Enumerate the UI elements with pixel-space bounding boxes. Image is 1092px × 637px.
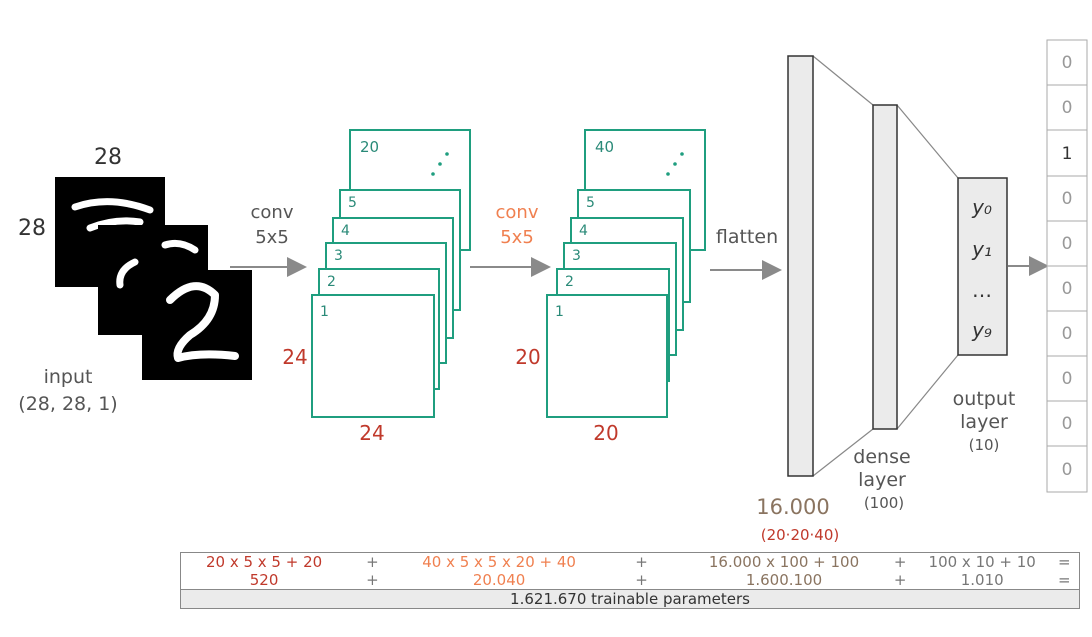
conv2-map-label-1: 1	[555, 304, 564, 320]
input-label: input	[44, 366, 93, 388]
conv1-op-line1: conv	[251, 202, 294, 223]
conv1-height-label: 24	[282, 345, 307, 369]
one-hot-cell: 0	[1062, 189, 1073, 209]
params-dense-formula: 16.000 x 100 + 100	[682, 552, 886, 571]
equals-sign: =	[1049, 552, 1081, 571]
one-hot-vector: 0 0 1 0 0 0 0 0 0 0	[1046, 39, 1088, 493]
conv2-map-label-3: 3	[572, 248, 581, 264]
flatten-size-formula: (20·20·40)	[761, 526, 840, 544]
input-shape: (28, 28, 1)	[18, 393, 117, 415]
params-total: 1.621.670 trainable parameters	[180, 589, 1080, 609]
conv1-width-label: 24	[359, 421, 384, 445]
input-size-top: 28	[94, 145, 122, 170]
params-table: 20 x 5 x 5 + 20 + 40 x 5 x 5 x 20 + 40 +…	[180, 552, 1081, 609]
conv2-map-1	[546, 294, 668, 418]
conv1-map-label-1: 1	[320, 304, 329, 320]
conv2-width-label: 20	[593, 421, 618, 445]
one-hot-cell: 0	[1062, 460, 1073, 480]
flatten-label: flatten	[716, 226, 778, 248]
conv1-feature-maps: 20 5 4 3 2 1	[311, 129, 471, 418]
one-hot-cell: 1	[1062, 144, 1073, 164]
one-hot-cell: 0	[1062, 98, 1073, 118]
params-conv1-formula: 20 x 5 x 5 + 20	[180, 552, 348, 571]
conv1-map-label-5: 5	[348, 195, 357, 211]
conv1-map-label-20: 20	[360, 138, 379, 156]
conv1-map-label-2: 2	[327, 274, 336, 290]
conv1-map-1	[311, 294, 435, 418]
flatten-size: 16.000	[756, 495, 829, 519]
conv2-op-line1: conv	[496, 202, 539, 223]
output-symbol-1: y₁	[971, 237, 992, 261]
output-layer-box	[957, 177, 1008, 356]
plus-sign: +	[366, 571, 379, 589]
output-label-line2: layer	[960, 411, 1008, 433]
input-size-left: 28	[18, 216, 46, 241]
plus-sign: +	[893, 571, 907, 589]
one-hot-cell: 0	[1062, 279, 1073, 299]
params-dense-value: 1.600.100	[745, 571, 823, 589]
conv1-map-label-4: 4	[341, 223, 350, 239]
output-symbol-ellipsis: …	[972, 278, 992, 302]
conv2-map-label-2: 2	[565, 274, 574, 290]
conv2-op-line2: 5x5	[500, 227, 534, 248]
params-conv1-value: 520	[180, 571, 348, 590]
plus-sign: +	[347, 552, 398, 571]
params-formula-row: 20 x 5 x 5 + 20 + 40 x 5 x 5 x 20 + 40 +…	[180, 552, 1081, 571]
params-output-value: 1.010	[960, 571, 1004, 589]
one-hot-cell: 0	[1062, 324, 1073, 344]
output-label-line1: output	[953, 388, 1016, 410]
params-value-row: 520 + 20.040 + 1.600.100 + 1.010 =	[180, 571, 1081, 590]
input-images	[55, 177, 252, 380]
dense-units: (100)	[864, 494, 904, 512]
dense-layer-bar	[872, 104, 898, 430]
equals-sign: =	[1049, 571, 1081, 590]
params-conv2-value: 20.040	[472, 571, 526, 589]
digit-image-2	[142, 270, 252, 380]
output-units: (10)	[969, 436, 1000, 454]
conv2-ellipsis-icon	[666, 152, 684, 176]
plus-sign: +	[600, 552, 683, 571]
params-output-formula: 100 x 10 + 10	[914, 552, 1050, 571]
conv2-height-label: 20	[515, 345, 540, 369]
flatten-layer-bar	[787, 55, 814, 477]
dense-label-line2: layer	[858, 469, 906, 491]
one-hot-cell: 0	[1062, 234, 1073, 254]
output-symbol-0: y₀	[971, 195, 992, 219]
dense-label-line1: dense	[853, 446, 910, 468]
connection-lines	[812, 55, 959, 477]
conv1-map-label-3: 3	[334, 248, 343, 264]
conv2-map-label-40: 40	[595, 138, 614, 156]
one-hot-cell: 0	[1062, 414, 1073, 434]
conv2-map-label-4: 4	[579, 223, 588, 239]
plus-sign: +	[635, 571, 648, 589]
conv1-op-line2: 5x5	[255, 227, 289, 248]
output-symbol-9: y₉	[971, 318, 992, 342]
conv1-ellipsis-icon	[431, 152, 449, 176]
conv2-feature-maps: 40 5 4 3 2 1	[546, 129, 706, 418]
one-hot-cell: 0	[1062, 369, 1073, 389]
one-hot-cell: 0	[1062, 53, 1073, 73]
params-conv2-formula: 40 x 5 x 5 x 20 + 40	[397, 552, 601, 571]
params-total-row: 1.621.670 trainable parameters	[180, 589, 1080, 609]
conv2-map-label-5: 5	[586, 195, 595, 211]
plus-sign: +	[885, 552, 915, 571]
